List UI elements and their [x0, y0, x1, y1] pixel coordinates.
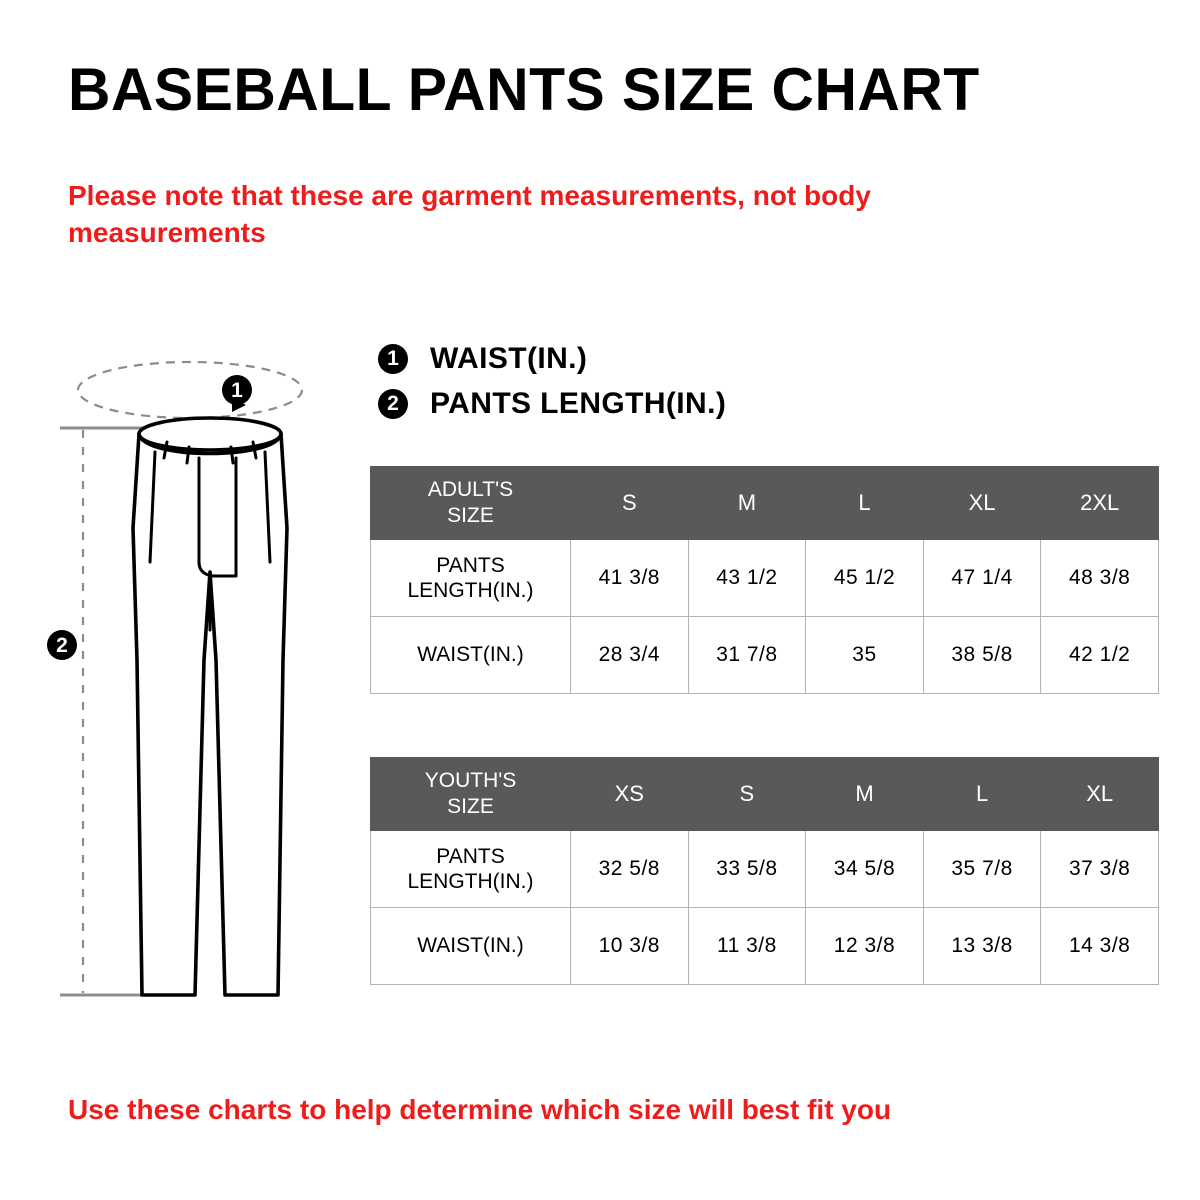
adult-waist-s: 28 3/4 [570, 616, 689, 694]
adult-waist-xl: 38 5/8 [922, 616, 1042, 694]
adult-size-header-line2: SIZE [447, 504, 494, 527]
youth-waist-xs: 10 3/8 [570, 907, 689, 985]
adult-pants-length-l: 45 1/2 [805, 539, 924, 617]
youth-pants-length-line1: PANTS [436, 844, 505, 868]
footer-note: Use these charts to help determine which… [68, 1094, 892, 1125]
baseball-pants-diagram [40, 330, 380, 1020]
adult-size-header: ADULT'S SIZE [370, 466, 571, 540]
youth-col-s: S [687, 757, 807, 831]
legend-item-pants-length: 2 PANTS LENGTH(IN.) [378, 381, 726, 426]
adult-pants-length-line1: PANTS [436, 553, 505, 577]
adult-col-s: S [570, 466, 689, 540]
youth-pants-length-line2: LENGTH(IN.) [407, 870, 534, 893]
adult-waist-l: 35 [805, 616, 924, 694]
table-row: WAIST(IN.) 28 3/4 31 7/8 35 38 5/8 42 1/… [370, 616, 1159, 694]
youth-pants-length-m: 34 5/8 [805, 830, 924, 908]
measurement-legend: 1 WAIST(IN.) 2 PANTS LENGTH(IN.) [378, 336, 726, 426]
legend-label-pants-length: PANTS LENGTH(IN.) [430, 386, 727, 420]
legend-item-waist: 1 WAIST(IN.) [378, 336, 726, 381]
adult-row-label-pants-length: PANTS LENGTH(IN.) [370, 539, 571, 617]
legend-marker-2-icon: 2 [378, 388, 408, 419]
youth-waist-xl: 14 3/8 [1040, 907, 1159, 985]
youth-waist-s: 11 3/8 [687, 907, 807, 985]
diagram-marker-waist: 1 [222, 375, 252, 405]
youth-size-header: YOUTH'S SIZE [370, 757, 571, 831]
dashed-ellipse-arrow-icon [76, 360, 304, 420]
youth-pants-length-l: 35 7/8 [922, 830, 1042, 908]
adult-waist-2xl: 42 1/2 [1040, 616, 1159, 694]
youth-pants-length-xl: 37 3/8 [1040, 830, 1159, 908]
youth-col-l: L [922, 757, 1042, 831]
table-header-row: ADULT'S SIZE S M L XL 2XL [370, 466, 1159, 540]
adult-pants-length-xl: 47 1/4 [922, 539, 1042, 617]
baseball-pants-icon [131, 416, 289, 997]
youth-waist-m: 12 3/8 [805, 907, 924, 985]
adult-pants-length-2xl: 48 3/8 [1040, 539, 1159, 617]
adult-col-m: M [687, 466, 807, 540]
youth-pants-length-s: 33 5/8 [687, 830, 807, 908]
youth-size-header-line2: SIZE [447, 795, 494, 818]
youth-size-table: YOUTH'S SIZE XS S M L XL PANTS LENGTH(IN… [370, 757, 1159, 985]
table-row: PANTS LENGTH(IN.) 32 5/8 33 5/8 34 5/8 3… [370, 830, 1159, 908]
diagram-marker-length: 2 [47, 630, 77, 660]
table-header-row: YOUTH'S SIZE XS S M L XL [370, 757, 1159, 831]
adult-pants-length-m: 43 1/2 [687, 539, 807, 617]
adult-pants-length-line2: LENGTH(IN.) [407, 579, 534, 602]
youth-row-label-waist: WAIST(IN.) [370, 907, 571, 985]
legend-label-waist: WAIST(IN.) [430, 341, 588, 375]
youth-col-xl: XL [1040, 757, 1159, 831]
adult-size-header-line1: ADULT'S [427, 478, 514, 502]
adult-col-xl: XL [922, 466, 1042, 540]
adult-row-label-waist: WAIST(IN.) [370, 616, 571, 694]
table-row: WAIST(IN.) 10 3/8 11 3/8 12 3/8 13 3/8 1… [370, 907, 1159, 985]
youth-pants-length-xs: 32 5/8 [570, 830, 689, 908]
youth-col-xs: XS [570, 757, 689, 831]
adult-col-2xl: 2XL [1040, 466, 1159, 540]
adult-waist-m: 31 7/8 [687, 616, 807, 694]
garment-measurement-note: Please note that these are garment measu… [68, 180, 871, 248]
legend-marker-1-icon: 1 [378, 343, 408, 374]
page-title: BASEBALL PANTS SIZE CHART [68, 56, 980, 123]
youth-row-label-pants-length: PANTS LENGTH(IN.) [370, 830, 571, 908]
youth-size-header-line1: YOUTH'S [424, 769, 517, 793]
table-row: PANTS LENGTH(IN.) 41 3/8 43 1/2 45 1/2 4… [370, 539, 1159, 617]
youth-waist-l: 13 3/8 [922, 907, 1042, 985]
adult-size-table: ADULT'S SIZE S M L XL 2XL PANTS LENGTH(I… [370, 466, 1159, 694]
adult-pants-length-s: 41 3/8 [570, 539, 689, 617]
adult-col-l: L [805, 466, 924, 540]
youth-col-m: M [805, 757, 924, 831]
